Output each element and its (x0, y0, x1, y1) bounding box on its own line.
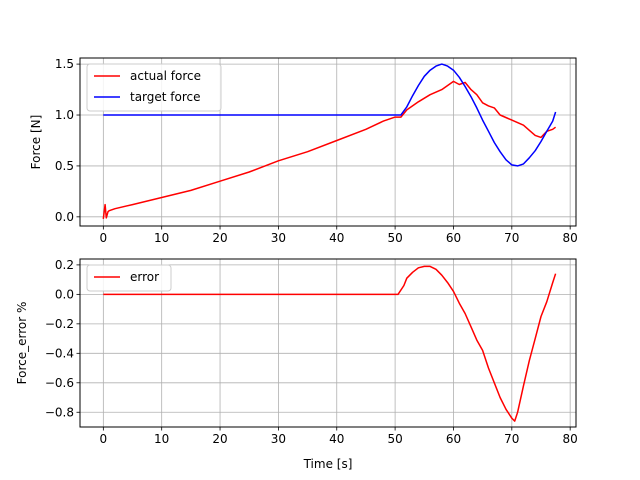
actual-force-series-line (102, 80, 557, 219)
force-y-tick-label: 0.0 (55, 210, 74, 224)
error-x-axis-label: Time [s] (303, 457, 353, 471)
force-legend: actual force target force (86, 63, 222, 112)
error-subplot: 0 10 20 30 40 50 60 70 80 0.2 0.0 −0.2 −0.4 −0.6 −0.8… (15, 258, 578, 471)
force-x-tick-label: 30 (271, 231, 286, 245)
force-lines (102, 63, 557, 219)
force-x-tick-label: 0 (100, 231, 108, 245)
target-force-series-line (103, 63, 557, 167)
actual-force-legend-label: actual force (130, 69, 201, 83)
force-axes-frame (79, 57, 577, 227)
force-x-ticks: 0 10 20 30 40 50 60 70 80 (100, 226, 578, 245)
error-x-tick-label: 30 (271, 432, 286, 446)
error-axes-frame (79, 258, 577, 428)
force-y-tick-label: 0.5 (55, 159, 74, 173)
force-x-tick-label: 10 (154, 231, 169, 245)
error-y-tick-label: −0.6 (45, 376, 74, 390)
error-legend-label: error (130, 270, 159, 284)
error-y-ticks: 0.2 0.0 −0.2 −0.4 −0.6 −0.8 (45, 258, 80, 419)
force-x-tick-label: 40 (329, 231, 344, 245)
error-x-tick-label: 80 (563, 432, 578, 446)
target-force-legend-label: target force (130, 90, 201, 104)
error-x-tick-label: 70 (504, 432, 519, 446)
error-series-line (103, 265, 557, 422)
force-x-tick-label: 70 (504, 231, 519, 245)
error-y-tick-label: 0.0 (55, 287, 74, 301)
force-subplot: 0 10 20 30 40 50 60 70 80 0.0 0.5 1.0 1.5 Force [N]… (29, 57, 578, 245)
force-y-tick-label: 1.5 (55, 57, 74, 71)
error-y-axis-label: Force_error % (15, 302, 29, 385)
force-legend-box (86, 63, 222, 112)
force-y-axis-label: Force [N] (29, 115, 43, 170)
force-x-tick-label: 80 (563, 231, 578, 245)
error-y-tick-label: 0.2 (55, 258, 74, 272)
error-legend-box (86, 264, 172, 292)
error-legend: error (86, 264, 172, 292)
error-x-tick-label: 50 (387, 432, 402, 446)
error-x-ticks: 0 10 20 30 40 50 60 70 80 (100, 427, 578, 446)
error-x-tick-label: 0 (100, 432, 108, 446)
force-x-tick-label: 50 (387, 231, 402, 245)
error-lines (103, 265, 557, 422)
error-y-tick-label: −0.4 (45, 346, 74, 360)
error-x-tick-label: 10 (154, 432, 169, 446)
force-y-tick-label: 1.0 (55, 108, 74, 122)
force-x-tick-label: 20 (212, 231, 227, 245)
force-y-ticks: 0.0 0.5 1.0 1.5 (55, 57, 80, 224)
error-x-tick-label: 60 (446, 432, 461, 446)
error-y-tick-label: −0.8 (45, 405, 74, 419)
error-y-tick-label: −0.2 (45, 317, 74, 331)
error-x-tick-label: 20 (212, 432, 227, 446)
error-x-tick-label: 40 (329, 432, 344, 446)
force-x-tick-label: 60 (446, 231, 461, 245)
